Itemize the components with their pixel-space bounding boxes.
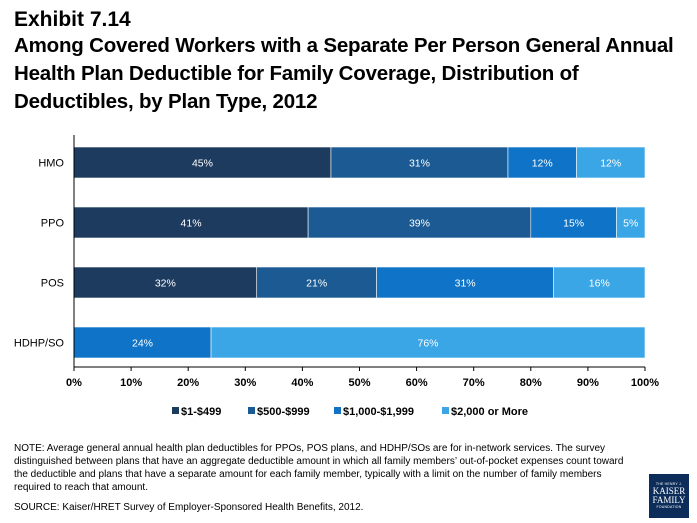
logo-line3: FAMILY: [652, 495, 686, 505]
data-label: 5%: [623, 218, 638, 230]
x-tick-label: 100%: [631, 377, 659, 389]
legend-label: $1-$499: [181, 406, 221, 418]
x-tick-label: 60%: [406, 377, 428, 389]
x-tick-label: 50%: [348, 377, 370, 389]
chart-title: Among Covered Workers with a Separate Pe…: [14, 34, 674, 113]
category-label: POS: [41, 278, 64, 290]
bar-segment: [616, 206, 646, 239]
data-label: 76%: [418, 338, 439, 350]
data-label: 12%: [532, 158, 553, 170]
bar-segment: [330, 146, 509, 179]
legend-label: $1,000-$1,999: [343, 406, 414, 418]
source-text: SOURCE: Kaiser/HRET Survey of Employer-S…: [14, 502, 364, 513]
bar-segment: [210, 326, 646, 359]
data-label: 45%: [192, 158, 213, 170]
data-label: 16%: [589, 278, 610, 290]
kff-logo: THE HENRY J. KAISER FAMILY FOUNDATION: [649, 474, 689, 518]
data-label: 41%: [181, 218, 202, 230]
legend-swatch: [442, 407, 449, 414]
legend-swatch: [248, 407, 255, 414]
data-label: 15%: [563, 218, 584, 230]
x-tick-label: 20%: [177, 377, 199, 389]
bar-segment: [307, 206, 532, 239]
logo-line4: FOUNDATION: [656, 505, 682, 509]
bar-segment: [256, 266, 377, 299]
legend-swatch: [334, 407, 341, 414]
data-label: 21%: [306, 278, 327, 290]
bar-segment: [530, 206, 617, 239]
data-label: 32%: [155, 278, 176, 290]
x-tick-label: 80%: [520, 377, 542, 389]
exhibit-number: Exhibit 7.14: [14, 8, 131, 31]
logo-line2: KAISER: [652, 486, 686, 496]
legend-label: $2,000 or More: [451, 406, 528, 418]
category-label: HDHP/SO: [14, 338, 65, 350]
data-label: 12%: [600, 158, 621, 170]
bar-segment: [553, 266, 646, 299]
x-tick-label: 10%: [120, 377, 142, 389]
data-label: 31%: [455, 278, 476, 290]
legend-swatch: [172, 407, 179, 414]
data-label: 39%: [409, 218, 430, 230]
data-label: 24%: [132, 338, 153, 350]
bar-segment: [507, 146, 577, 179]
category-label: HMO: [38, 158, 64, 170]
category-label: PPO: [41, 218, 65, 230]
logo-line1: THE HENRY J.: [655, 482, 683, 486]
x-tick-label: 30%: [234, 377, 256, 389]
note-text: NOTE: Average general annual health plan…: [14, 443, 624, 493]
x-tick-label: 70%: [463, 377, 485, 389]
x-tick-label: 90%: [577, 377, 599, 389]
x-tick-label: 40%: [291, 377, 313, 389]
data-label: 31%: [409, 158, 430, 170]
bar-segment: [73, 206, 309, 239]
bar-segment: [576, 146, 646, 179]
title-block: Exhibit 7.14 Among Covered Workers with …: [14, 8, 694, 116]
bar-segment: [73, 326, 212, 359]
bar-segment: [73, 146, 332, 179]
stacked-bar-chart: HMO 45% 31% 12% 12% PPO 41% 39% 15% 5% POS 32% 21% 31…: [14, 135, 659, 418]
legend-label: $500-$999: [257, 406, 310, 418]
x-tick-label: 0%: [66, 377, 82, 389]
